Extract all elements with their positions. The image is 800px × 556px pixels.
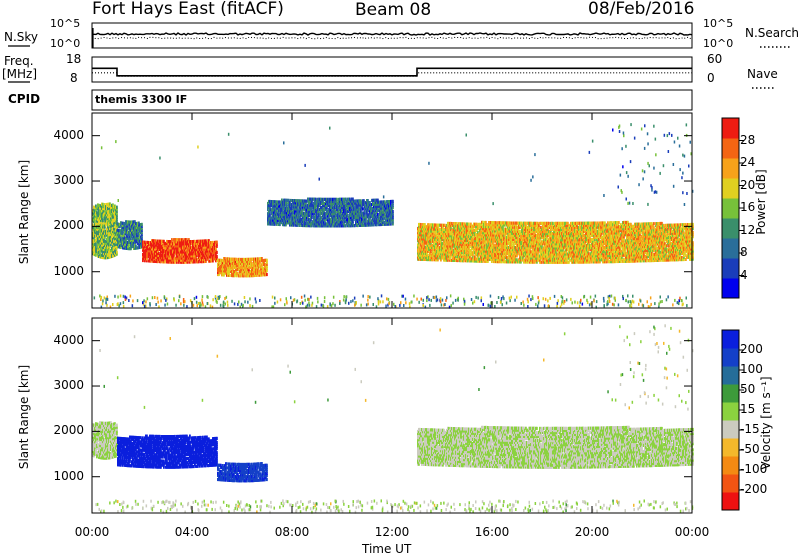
freq-strip-lines	[92, 68, 692, 76]
cell	[552, 222, 554, 225]
freq-line	[92, 68, 692, 76]
cell	[216, 255, 218, 258]
cell	[229, 274, 231, 277]
cell	[266, 273, 268, 276]
power-feature-1	[117, 220, 143, 250]
nsearch-line	[92, 37, 692, 38]
cell	[266, 259, 268, 262]
power-feature-3	[217, 257, 268, 277]
cell	[141, 223, 143, 226]
cell	[116, 206, 118, 209]
cell	[216, 241, 218, 244]
power-feature-4	[417, 221, 694, 264]
power-feature-0	[92, 202, 118, 259]
cell	[567, 222, 569, 225]
cell	[513, 222, 515, 225]
power-feature-2	[142, 238, 218, 264]
noise-strip-lines	[92, 28, 692, 48]
power-heatmap	[92, 123, 694, 309]
cell	[468, 223, 470, 226]
nave-line	[92, 73, 692, 76]
cell	[216, 251, 218, 254]
freq-strip-frame	[92, 57, 692, 82]
cell	[171, 238, 173, 241]
cell	[116, 251, 118, 254]
nsky-line	[92, 33, 692, 35]
